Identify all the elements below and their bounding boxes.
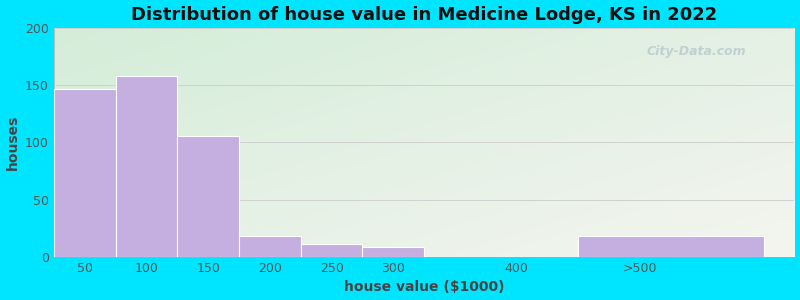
Bar [115, 76, 178, 257]
Bar [362, 247, 424, 257]
X-axis label: house value ($1000): house value ($1000) [344, 280, 504, 294]
Y-axis label: houses: houses [6, 115, 19, 170]
Text: City-Data.com: City-Data.com [646, 45, 746, 58]
Bar [301, 244, 362, 257]
Title: Distribution of house value in Medicine Lodge, KS in 2022: Distribution of house value in Medicine … [131, 6, 718, 24]
Bar [178, 136, 239, 257]
Bar [578, 236, 763, 257]
Bar [54, 88, 115, 257]
Bar [239, 236, 301, 257]
